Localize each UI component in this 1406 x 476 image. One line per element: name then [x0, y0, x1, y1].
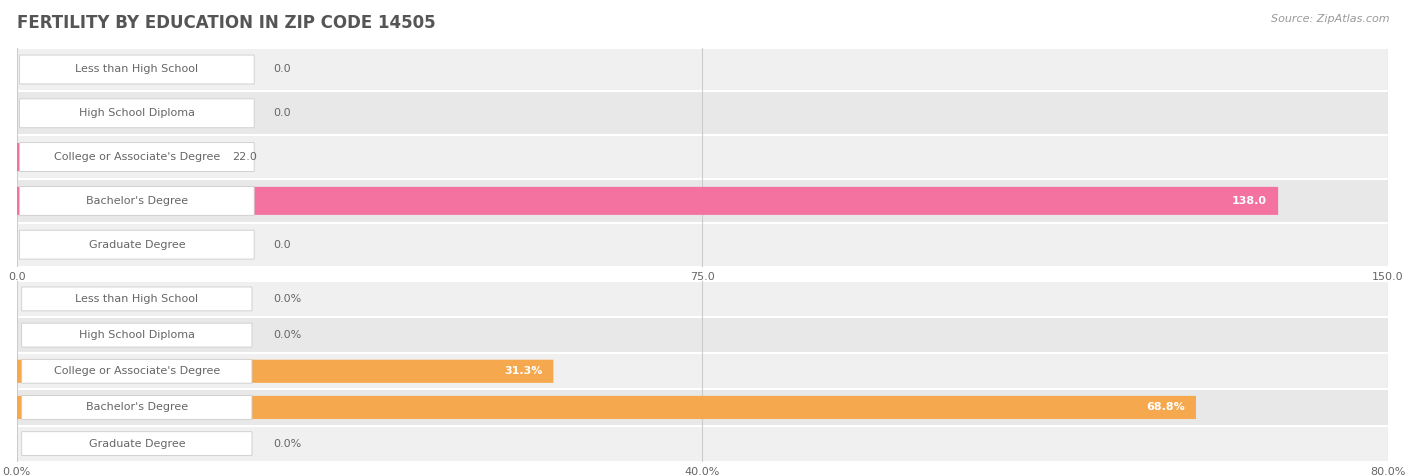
Text: 0.0%: 0.0%: [273, 294, 301, 304]
FancyBboxPatch shape: [21, 396, 252, 419]
Bar: [17, 135, 1388, 179]
FancyBboxPatch shape: [20, 99, 254, 128]
FancyBboxPatch shape: [20, 143, 254, 171]
FancyBboxPatch shape: [20, 187, 254, 215]
Bar: [17, 317, 1388, 353]
Bar: [17, 281, 1388, 317]
Bar: [17, 389, 1388, 426]
Text: FERTILITY BY EDUCATION IN ZIP CODE 14505: FERTILITY BY EDUCATION IN ZIP CODE 14505: [17, 14, 436, 32]
Bar: [17, 353, 1388, 389]
Bar: [17, 91, 1388, 135]
Text: 0.0: 0.0: [273, 64, 291, 75]
Text: Bachelor's Degree: Bachelor's Degree: [86, 196, 188, 206]
FancyBboxPatch shape: [20, 55, 254, 84]
Bar: [17, 223, 1388, 267]
FancyBboxPatch shape: [21, 359, 252, 383]
FancyBboxPatch shape: [21, 287, 252, 311]
Text: 138.0: 138.0: [1232, 196, 1267, 206]
Text: Less than High School: Less than High School: [76, 294, 198, 304]
Bar: [17, 426, 1388, 462]
Text: Graduate Degree: Graduate Degree: [89, 239, 186, 250]
Text: 22.0: 22.0: [232, 152, 256, 162]
Text: Bachelor's Degree: Bachelor's Degree: [86, 402, 188, 413]
FancyBboxPatch shape: [17, 360, 554, 383]
FancyBboxPatch shape: [21, 432, 252, 456]
Text: 31.3%: 31.3%: [503, 366, 543, 377]
Text: 0.0%: 0.0%: [273, 330, 301, 340]
Text: College or Associate's Degree: College or Associate's Degree: [53, 366, 219, 377]
Text: Source: ZipAtlas.com: Source: ZipAtlas.com: [1271, 14, 1389, 24]
Text: 0.0: 0.0: [273, 239, 291, 250]
FancyBboxPatch shape: [17, 143, 218, 171]
Text: 0.0: 0.0: [273, 108, 291, 119]
Text: Graduate Degree: Graduate Degree: [89, 438, 186, 449]
Text: High School Diploma: High School Diploma: [79, 108, 195, 119]
Text: Less than High School: Less than High School: [76, 64, 198, 75]
Text: High School Diploma: High School Diploma: [79, 330, 195, 340]
Text: College or Associate's Degree: College or Associate's Degree: [53, 152, 219, 162]
Text: 68.8%: 68.8%: [1146, 402, 1185, 413]
Bar: [17, 48, 1388, 91]
FancyBboxPatch shape: [20, 230, 254, 259]
FancyBboxPatch shape: [17, 187, 1278, 215]
FancyBboxPatch shape: [17, 396, 1197, 419]
FancyBboxPatch shape: [21, 323, 252, 347]
Text: 0.0%: 0.0%: [273, 438, 301, 449]
Bar: [17, 179, 1388, 223]
